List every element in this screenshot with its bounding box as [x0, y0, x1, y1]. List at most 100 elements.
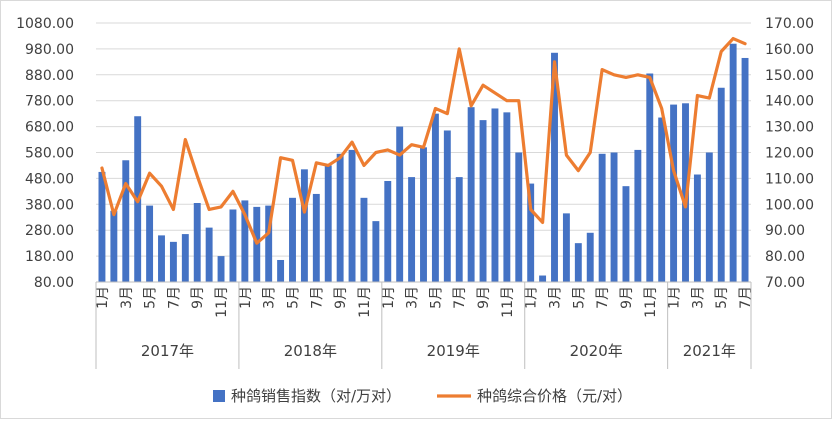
bar — [122, 160, 130, 282]
bar — [158, 235, 165, 282]
bar — [336, 153, 344, 282]
right-tick-label: 120.00 — [765, 146, 814, 162]
year-label: 2020年 — [570, 342, 623, 360]
bar — [193, 203, 201, 282]
bar — [360, 197, 368, 282]
bar — [539, 275, 547, 282]
month-tick-label: 7月 — [595, 286, 611, 309]
month-tick-label: 1月 — [524, 286, 540, 309]
right-tick-label: 130.00 — [765, 120, 814, 136]
month-tick-label: 7月 — [309, 286, 325, 309]
left-tick-label: 180.00 — [25, 249, 74, 265]
right-tick-label: 160.00 — [765, 42, 814, 58]
month-tick-label: 3月 — [405, 286, 421, 309]
bar — [527, 183, 535, 282]
month-tick-label: 1月 — [238, 286, 254, 309]
bar — [586, 232, 594, 282]
month-tick-label: 3月 — [262, 286, 278, 309]
bar — [348, 149, 356, 282]
month-tick-label: 9月 — [619, 286, 635, 309]
left-tick-label: 380.00 — [25, 197, 74, 213]
bar — [443, 130, 451, 282]
month-tick-label: 9月 — [333, 286, 349, 309]
year-label: 2017年 — [141, 342, 194, 360]
bar — [741, 57, 749, 283]
bar — [598, 153, 606, 282]
bar — [431, 113, 439, 283]
legend-label-bar: 种鸽销售指数（对/万对） — [231, 387, 401, 405]
bar — [324, 165, 332, 282]
right-tick-label: 150.00 — [765, 68, 814, 84]
right-tick-label: 170.00 — [765, 16, 814, 32]
line-series — [100, 36, 747, 245]
bar — [479, 120, 487, 282]
bar — [503, 112, 511, 282]
bar — [467, 107, 475, 282]
year-label: 2019年 — [427, 342, 480, 360]
bar — [717, 87, 725, 282]
bar — [610, 152, 618, 282]
month-tick-label: 5月 — [143, 286, 159, 309]
bar — [265, 205, 273, 282]
left-tick-label: 480.00 — [25, 171, 74, 187]
month-tick-label: 3月 — [690, 286, 706, 309]
left-tick-label: 780.00 — [25, 94, 74, 110]
right-tick-label: 110.00 — [765, 171, 814, 187]
bar — [169, 241, 177, 282]
bar — [277, 259, 285, 282]
bar — [646, 73, 654, 282]
bar — [551, 52, 558, 282]
right-tick-label: 100.00 — [765, 197, 814, 213]
bar — [658, 117, 666, 282]
month-tick-label: 5月 — [714, 286, 730, 309]
bar — [300, 169, 308, 282]
month-tick-label: 11月 — [500, 286, 516, 318]
right-tick-label: 70.00 — [765, 275, 805, 291]
month-tick-label: 5月 — [428, 286, 444, 309]
month-tick-label: 7月 — [166, 286, 182, 309]
month-tick-label: 9月 — [476, 286, 492, 309]
bar — [205, 227, 213, 282]
year-label: 2021年 — [683, 342, 736, 360]
left-tick-label: 580.00 — [25, 146, 74, 162]
bar — [372, 221, 380, 282]
price-line — [100, 36, 747, 245]
legend-swatch-bar — [213, 390, 225, 402]
bar — [289, 197, 296, 282]
month-tick-label: 5月 — [286, 286, 302, 309]
bar — [312, 193, 320, 282]
bar — [729, 43, 737, 282]
bar — [384, 180, 392, 282]
left-tick-label: 280.00 — [25, 223, 74, 239]
legend-label-line: 种鸽综合价格（元/对） — [477, 387, 632, 405]
month-tick-label: 11月 — [357, 286, 373, 318]
bar — [515, 152, 523, 282]
bar — [408, 177, 416, 282]
bar — [110, 210, 118, 282]
month-tick-label: 7月 — [452, 286, 468, 309]
year-label: 2018年 — [284, 342, 337, 360]
bar — [98, 171, 106, 282]
bar — [181, 234, 189, 282]
bar — [396, 126, 404, 282]
month-tick-label: 11月 — [643, 286, 659, 318]
legend: 种鸽销售指数（对/万对） 种鸽综合价格（元/对） — [213, 387, 632, 405]
bar — [491, 108, 499, 282]
left-tick-label: 1080.00 — [16, 16, 74, 32]
month-tick-label: 5月 — [571, 286, 587, 309]
left-tick-label: 880.00 — [25, 68, 74, 84]
right-tick-label: 140.00 — [765, 94, 814, 110]
right-tick-label: 80.00 — [765, 249, 805, 265]
left-axis-labels: 80.00 180.00 280.00 380.00 480.00 580.00 680.0… — [16, 16, 74, 291]
right-tick-label: 90.00 — [765, 223, 805, 239]
bar — [574, 243, 582, 282]
bar — [455, 177, 463, 282]
bar — [634, 149, 642, 282]
bar — [670, 104, 678, 283]
bar — [241, 200, 249, 282]
month-tick-label: 11月 — [214, 286, 230, 318]
left-tick-label: 980.00 — [25, 42, 74, 58]
month-tick-label: 7月 — [738, 286, 754, 309]
